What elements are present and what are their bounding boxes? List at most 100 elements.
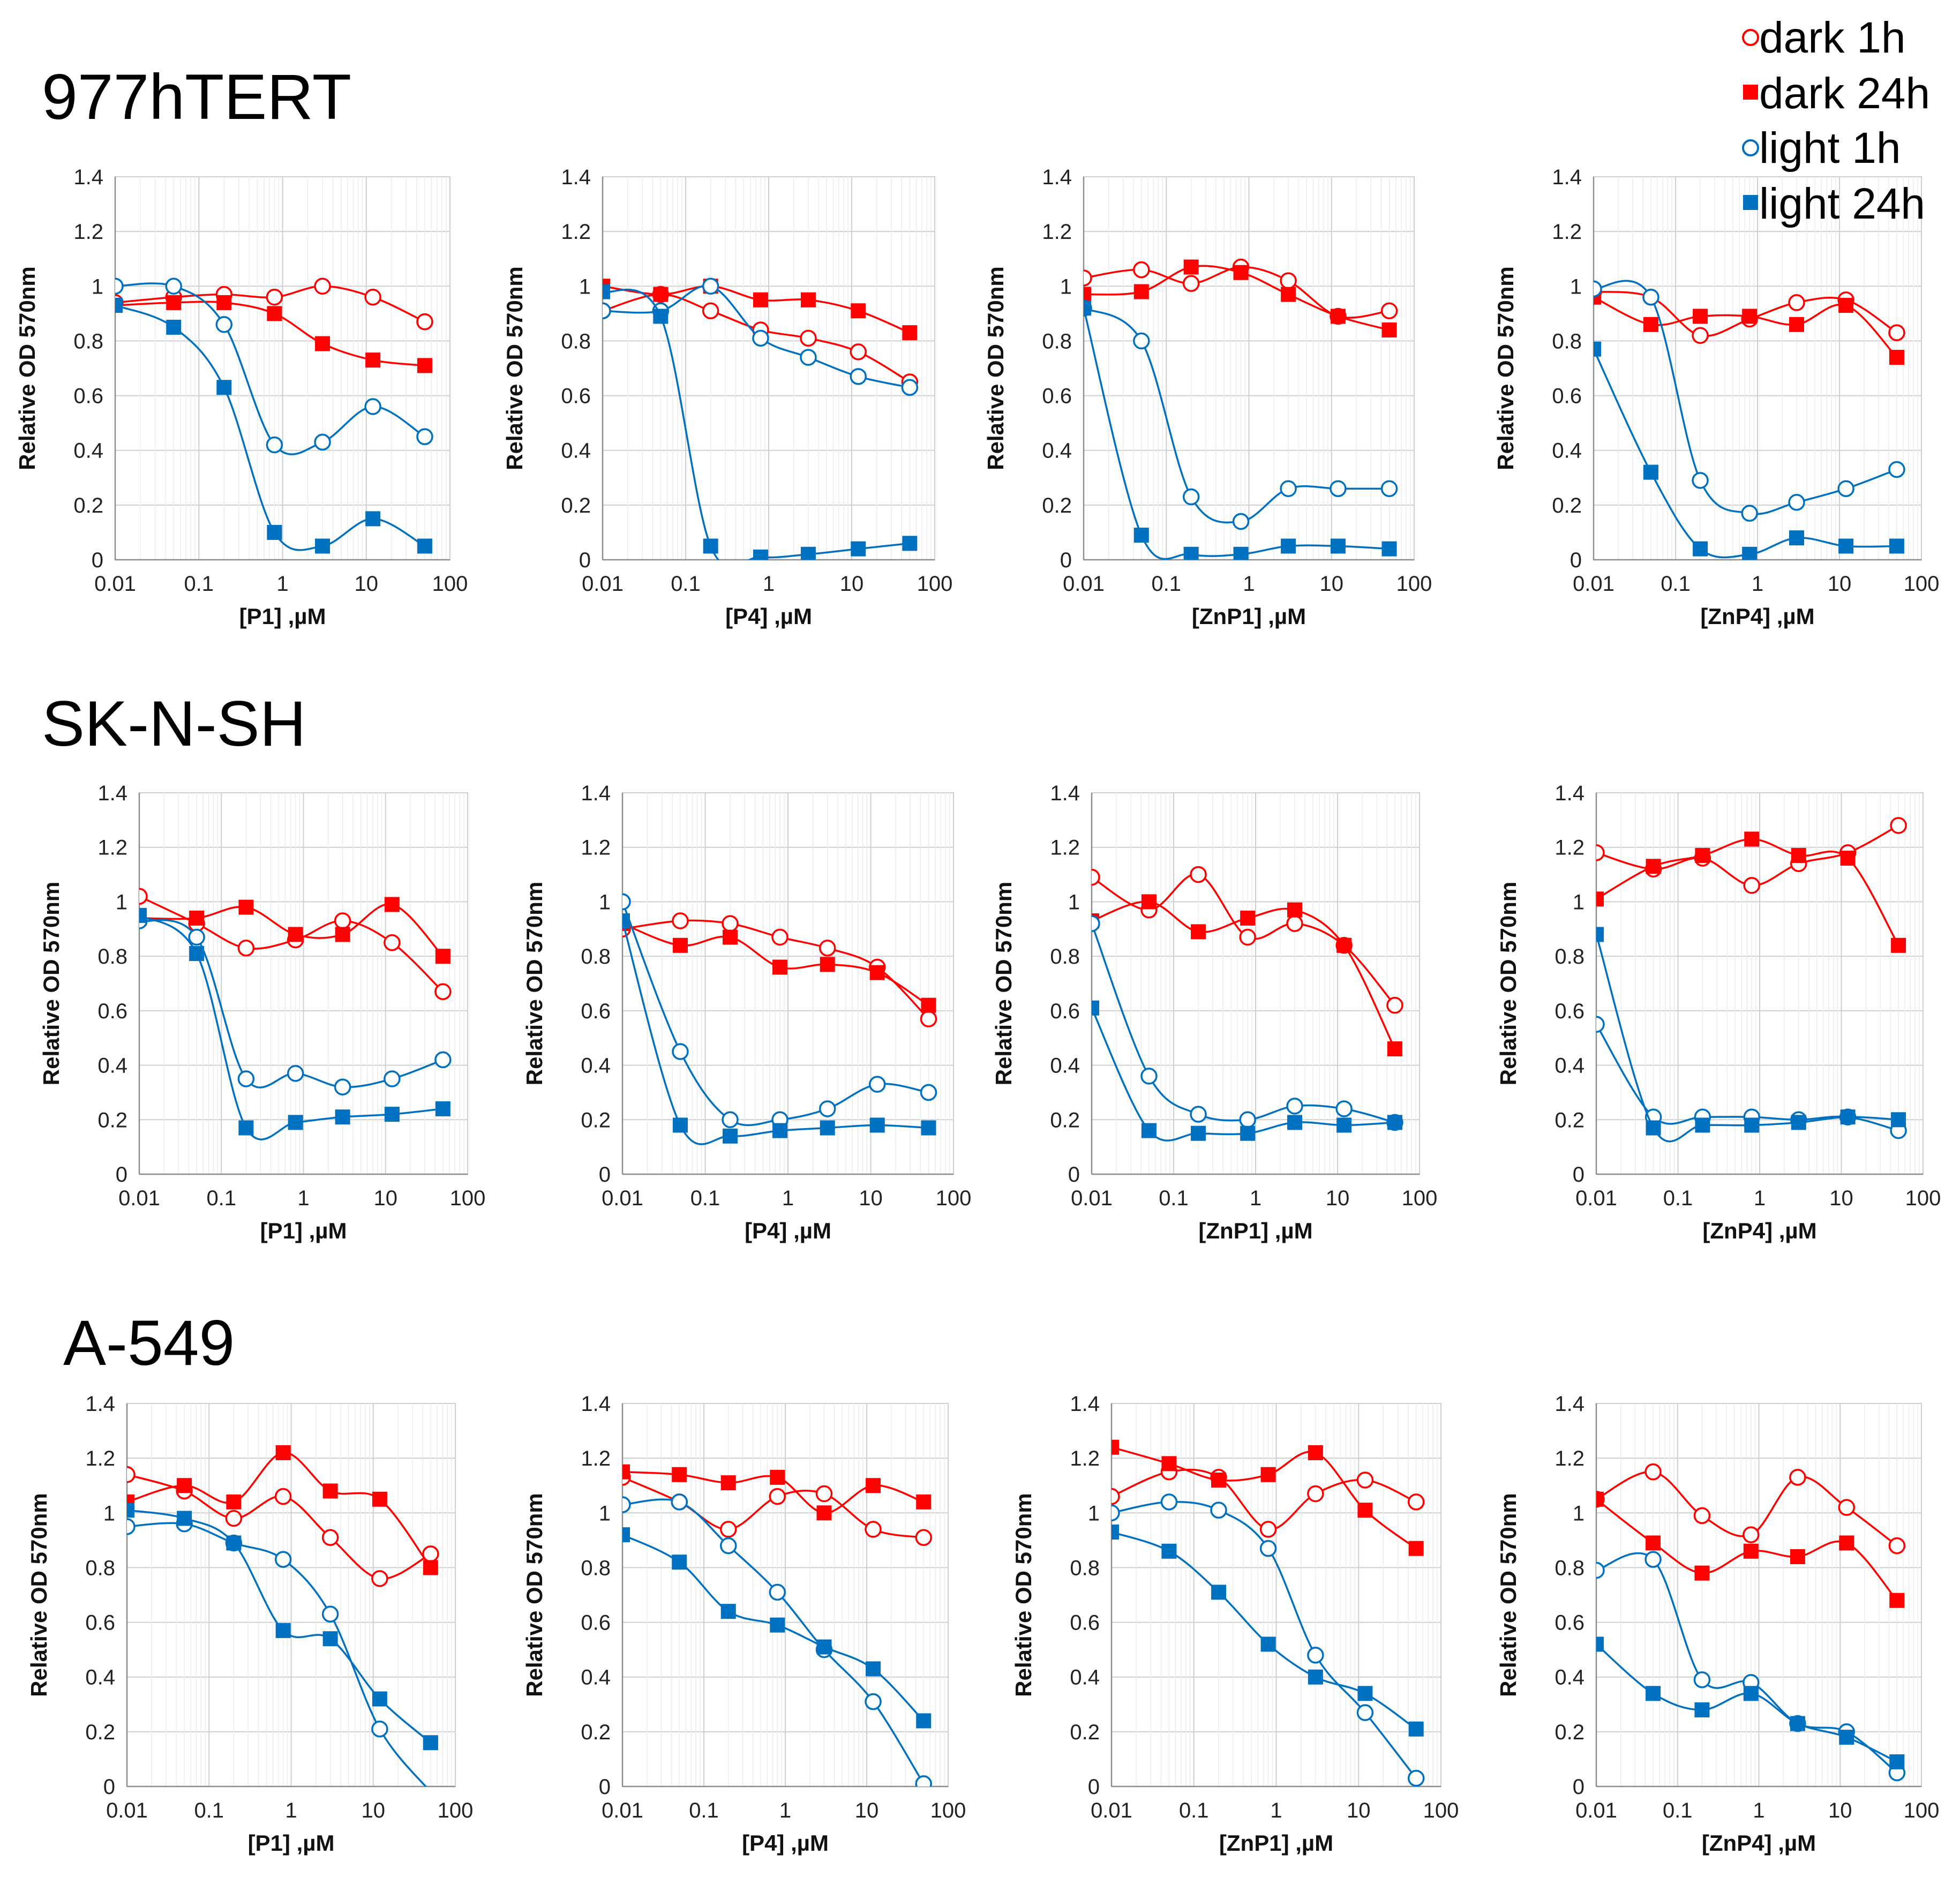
y-tick-label: 1 xyxy=(1573,1501,1584,1525)
y-tick-label: 0.2 xyxy=(581,1108,611,1132)
data-point-light-24h xyxy=(1889,1754,1905,1770)
y-tick-label: 0.8 xyxy=(1070,1556,1100,1580)
series-light-24h xyxy=(1084,301,1397,560)
series-light-24h xyxy=(1092,1000,1402,1142)
data-point-light-24h xyxy=(1381,541,1397,557)
data-point-dark-1h xyxy=(1693,1507,1711,1525)
y-tick-label: 1.2 xyxy=(1070,1447,1100,1470)
data-point-dark-1h xyxy=(1307,1485,1324,1503)
y-tick-label: 0.4 xyxy=(97,1054,127,1078)
data-point-light-24h xyxy=(866,1661,881,1677)
data-point-dark-24h xyxy=(1330,309,1346,324)
data-point-light-1h xyxy=(1307,1647,1324,1664)
cell-line-title-A-549: A-549 xyxy=(63,1307,235,1379)
data-point-dark-1h xyxy=(1286,915,1303,932)
x-tick-label: 1 xyxy=(779,1799,791,1822)
data-point-dark-24h xyxy=(1742,309,1758,324)
data-point-light-24h xyxy=(372,1691,387,1707)
data-point-light-24h xyxy=(177,1511,192,1526)
data-point-dark-1h xyxy=(915,1529,932,1546)
y-tick-label: 0.6 xyxy=(1050,1000,1080,1023)
data-point-light-1h xyxy=(1259,1540,1277,1557)
x-axis-label: [P1] ,µM xyxy=(239,604,326,629)
data-point-light-1h xyxy=(672,1043,689,1060)
y-tick-label: 0.6 xyxy=(1552,385,1582,408)
data-point-dark-24h xyxy=(1643,317,1658,332)
data-point-dark-24h xyxy=(1889,1593,1905,1608)
y-tick-label: 0.2 xyxy=(97,1108,127,1132)
data-point-light-1h xyxy=(266,436,283,454)
data-point-dark-24h xyxy=(1357,1503,1373,1518)
data-point-light-24h xyxy=(1281,538,1296,554)
data-point-light-1h xyxy=(1596,1016,1605,1033)
data-point-dark-24h xyxy=(1744,831,1760,847)
data-point-dark-1h xyxy=(1788,294,1805,311)
y-tick-label: 1.4 xyxy=(73,166,103,189)
data-point-dark-24h xyxy=(1695,847,1710,863)
y-tick-label: 0 xyxy=(1570,549,1582,572)
x-tick-label: 0.01 xyxy=(1071,1187,1113,1210)
data-point-light-24h xyxy=(1233,546,1249,560)
data-point-dark-1h xyxy=(266,288,283,306)
data-point-light-1h xyxy=(434,1051,452,1069)
data-point-light-1h xyxy=(1330,480,1347,497)
data-point-dark-24h xyxy=(1381,322,1397,337)
data-point-dark-24h xyxy=(189,910,205,926)
data-point-light-24h xyxy=(672,1117,688,1133)
y-tick-label: 0.2 xyxy=(1555,1108,1584,1132)
data-point-dark-24h xyxy=(384,897,400,912)
x-tick-label: 100 xyxy=(1904,572,1940,596)
data-point-light-24h xyxy=(800,546,816,560)
data-point-dark-24h xyxy=(1308,1445,1323,1460)
data-point-dark-24h xyxy=(1790,1549,1805,1564)
data-point-dark-1h xyxy=(1280,272,1297,289)
x-tick-label: 10 xyxy=(1828,1799,1852,1822)
data-point-light-1h xyxy=(188,928,205,946)
data-point-dark-1h xyxy=(771,928,788,946)
y-tick-label: 1.2 xyxy=(1050,836,1080,860)
data-point-dark-1h xyxy=(920,1010,937,1027)
data-point-light-1h xyxy=(215,316,233,333)
x-tick-label: 0.01 xyxy=(602,1187,643,1210)
y-tick-label: 0.8 xyxy=(1552,329,1582,353)
data-point-light-24h xyxy=(189,946,205,962)
legend-label-light-24h: light 24h xyxy=(1759,179,1925,228)
data-point-light-1h xyxy=(603,302,611,319)
y-tick-label: 0.6 xyxy=(561,385,591,408)
y-tick-label: 0.2 xyxy=(581,1721,611,1744)
y-tick-label: 0.2 xyxy=(1552,494,1582,517)
y-tick-label: 0 xyxy=(579,549,591,572)
series-light-1h xyxy=(1594,280,1905,522)
data-point-dark-24h xyxy=(1891,937,1906,953)
data-point-dark-24h xyxy=(866,1478,881,1493)
x-tick-label: 10 xyxy=(1347,1799,1371,1822)
data-point-light-24h xyxy=(653,309,669,324)
y-tick-label: 1.4 xyxy=(1042,166,1072,189)
y-tick-label: 0.2 xyxy=(1042,494,1072,517)
data-point-light-24h xyxy=(1839,1730,1854,1745)
data-point-dark-1h xyxy=(139,888,148,905)
data-point-dark-24h xyxy=(902,325,918,341)
y-tick-label: 1.2 xyxy=(1042,220,1072,244)
data-point-dark-24h xyxy=(1646,1535,1661,1551)
data-point-light-1h xyxy=(364,398,381,415)
cell-line-title-977hTERT: 977hTERT xyxy=(42,61,351,133)
chart-panel-977htert-p4: 0 0.2 0.4 0.6 0.8 1 1.2 1.4 0.01 0.1 1 10 100 [P4] ,µ… xyxy=(502,166,952,629)
y-tick-label: 0.8 xyxy=(85,1556,115,1580)
data-point-light-24h xyxy=(1211,1585,1227,1600)
x-tick-label: 1 xyxy=(763,572,775,596)
data-point-light-24h xyxy=(115,298,123,313)
data-point-light-1h xyxy=(800,349,817,366)
x-tick-label: 1 xyxy=(1270,1799,1282,1822)
data-point-dark-1h xyxy=(815,1485,833,1503)
x-tick-label: 10 xyxy=(1829,1187,1853,1210)
cell-line-title-SK-N-SH: SK-N-SH xyxy=(42,688,306,760)
y-tick-label: 0.6 xyxy=(1042,385,1072,408)
data-point-light-24h xyxy=(1357,1686,1373,1701)
data-point-light-24h xyxy=(216,380,232,395)
chart-panel-a-549-znp4: 0 0.2 0.4 0.6 0.8 1 1.2 1.4 0.01 0.1 1 10 100 [ZnP4] … xyxy=(1496,1392,1939,1856)
data-point-dark-24h xyxy=(1112,1439,1119,1455)
y-tick-label: 1.2 xyxy=(1555,836,1584,860)
x-tick-label: 100 xyxy=(936,1187,972,1210)
